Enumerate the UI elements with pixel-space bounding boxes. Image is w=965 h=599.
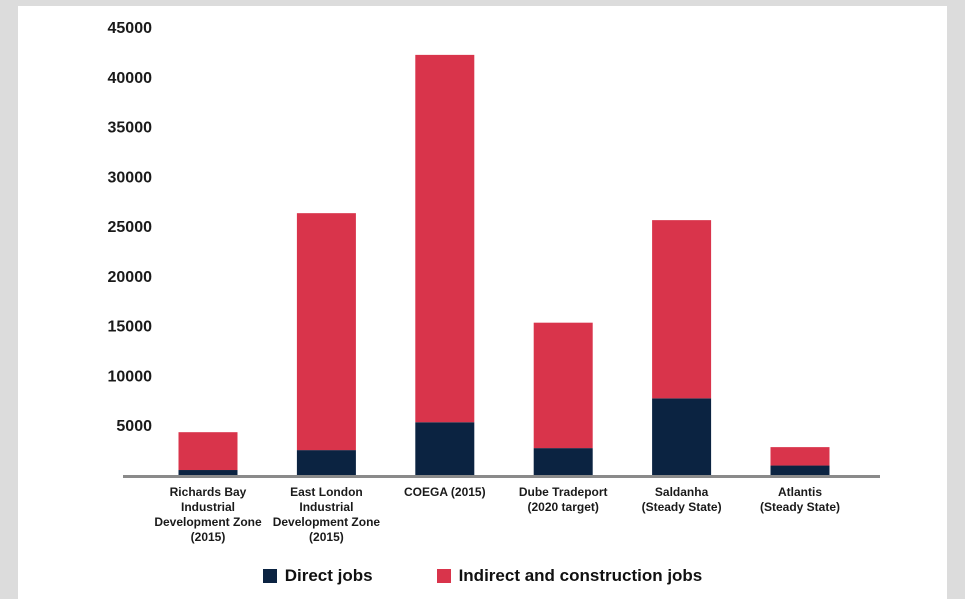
bar-direct-jobs	[296, 450, 356, 475]
y-tick-label: 45000	[108, 20, 153, 37]
bar-indirect-jobs	[533, 322, 593, 449]
legend-label-direct: Direct jobs	[284, 566, 373, 585]
bar-indirect-jobs	[296, 213, 356, 451]
y-tick-label: 10000	[108, 368, 153, 385]
bar-direct-jobs	[533, 448, 593, 475]
y-tick-label: 35000	[108, 120, 153, 137]
bar-indirect-jobs	[415, 54, 475, 423]
x-category-label: East London Industrial Development Zone (20…	[273, 485, 381, 544]
x-category-label: Dube Tradeport (2020 target)	[519, 485, 608, 514]
x-category-label: Saldanha (Steady State)	[642, 485, 722, 514]
y-tick-label: 5000	[116, 418, 152, 435]
legend-item-direct[interactable]: Direct jobs	[262, 566, 373, 586]
bar-direct-jobs	[652, 398, 712, 475]
bar-indirect-jobs	[178, 432, 238, 471]
bar-indirect-jobs	[770, 447, 830, 466]
legend-item-indirect[interactable]: Indirect and construction jobs	[436, 566, 703, 586]
x-category-label: Atlantis (Steady State)	[760, 485, 840, 514]
x-category-label: COEGA (2015)	[404, 485, 486, 499]
x-axis-labels: Richards Bay Industrial Development Zone (2…	[154, 485, 840, 544]
legend-swatch-indirect	[436, 569, 451, 583]
y-tick-label: 30000	[108, 169, 153, 186]
chart-frame: 5000 10000 15000 20000 25000 30000 35000 40000 4…	[18, 6, 947, 599]
bar-stack	[178, 54, 830, 475]
stacked-bar-chart: 5000 10000 15000 20000 25000 30000 35000 40000 4…	[108, 20, 880, 544]
bar-indirect-jobs	[652, 220, 712, 399]
bar-direct-jobs	[415, 422, 475, 475]
y-axis-ticks: 5000 10000 15000 20000 25000 30000 35000 40000 4…	[108, 20, 153, 435]
y-tick-label: 25000	[108, 219, 153, 236]
legend: Direct jobs Indirect and construction jo…	[18, 566, 947, 586]
x-category-label: Richards Bay Industrial Development Zone (2…	[154, 485, 262, 544]
bar-direct-jobs	[178, 470, 238, 475]
bar-direct-jobs	[770, 465, 830, 475]
y-tick-label: 40000	[108, 70, 153, 87]
legend-label-indirect: Indirect and construction jobs	[458, 566, 703, 585]
legend-swatch-direct	[262, 569, 277, 583]
y-tick-label: 15000	[108, 319, 153, 336]
y-tick-label: 20000	[108, 269, 153, 286]
